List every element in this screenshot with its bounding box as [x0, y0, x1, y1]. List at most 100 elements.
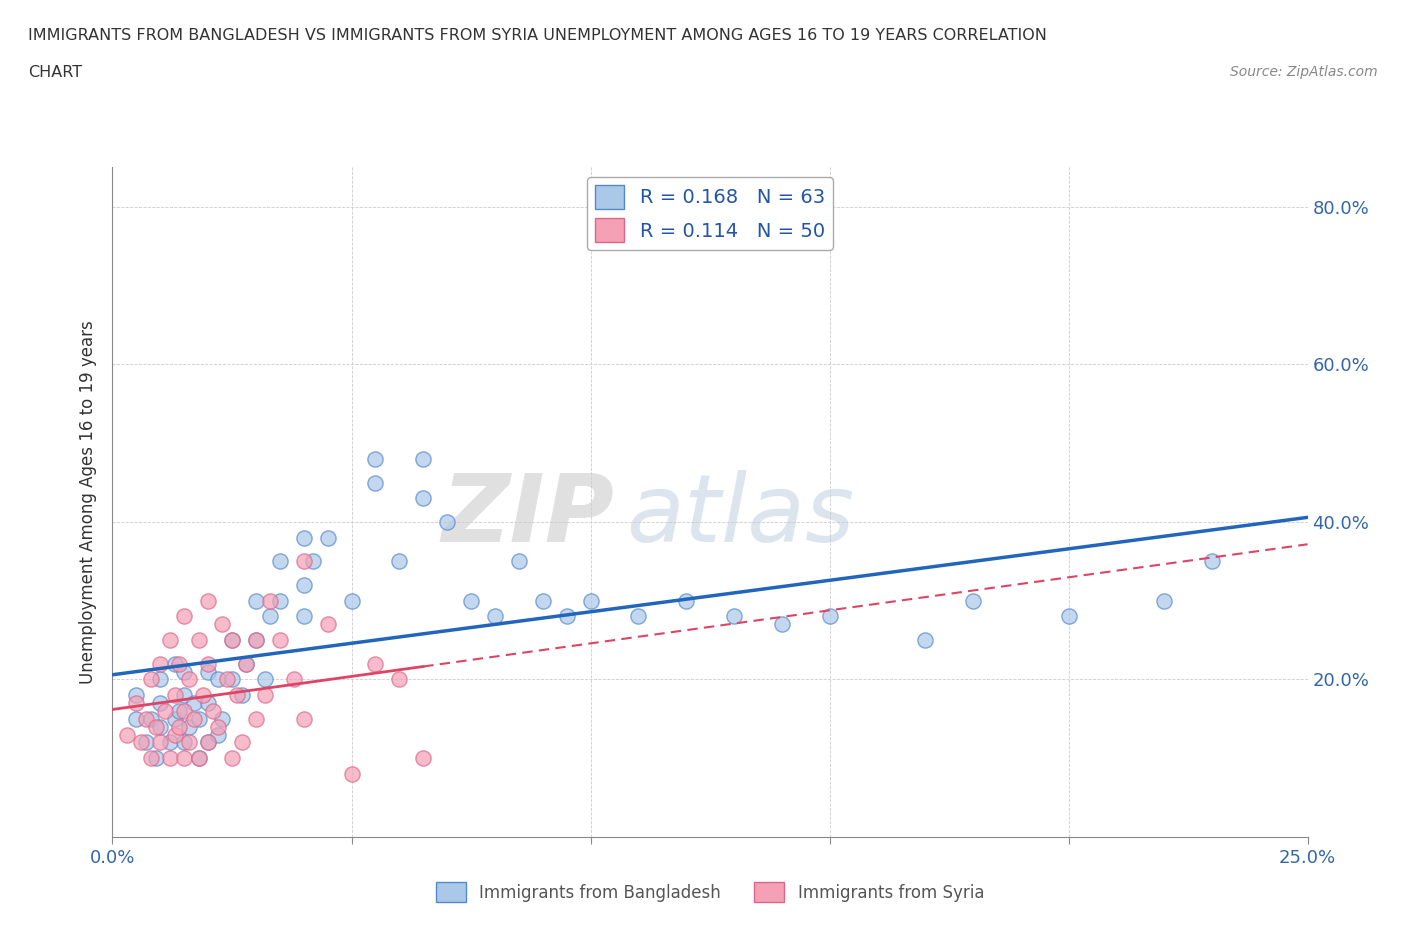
Point [460, 593, 482, 608]
Point [245, 632, 267, 647]
Point [187, 711, 209, 726]
Legend: Immigrants from Bangladesh, Immigrants from Syria: Immigrants from Bangladesh, Immigrants f… [429, 875, 991, 909]
Point [149, 657, 172, 671]
Point [173, 751, 195, 765]
Point [292, 530, 315, 545]
Point [245, 593, 267, 608]
Point [139, 751, 162, 765]
Point [149, 719, 172, 734]
Point [125, 711, 148, 726]
Point [269, 554, 291, 569]
Y-axis label: Unemployment Among Ages 16 to 19 years: Unemployment Among Ages 16 to 19 years [79, 320, 97, 684]
Point [364, 451, 387, 466]
Point [149, 696, 172, 711]
Point [135, 711, 157, 726]
Point [163, 657, 186, 671]
Point [675, 593, 697, 608]
Point [135, 735, 157, 750]
Point [197, 735, 219, 750]
Point [627, 609, 650, 624]
Point [163, 688, 186, 703]
Point [254, 688, 277, 703]
Point [302, 554, 325, 569]
Point [207, 672, 229, 687]
Point [221, 672, 243, 687]
Point [125, 688, 148, 703]
Point [259, 609, 281, 624]
Point [201, 703, 224, 718]
Point [129, 735, 152, 750]
Point [723, 609, 745, 624]
Point [173, 609, 195, 624]
Point [149, 735, 172, 750]
Point [211, 711, 233, 726]
Point [221, 751, 243, 765]
Point [412, 451, 434, 466]
Point [173, 735, 195, 750]
Point [145, 751, 167, 765]
Point [163, 711, 186, 726]
Point [292, 578, 315, 592]
Point [187, 751, 209, 765]
Point [914, 632, 936, 647]
Point [962, 593, 984, 608]
Point [1057, 609, 1080, 624]
Point [484, 609, 506, 624]
Point [340, 593, 363, 608]
Point [245, 632, 267, 647]
Text: CHART: CHART [28, 65, 82, 80]
Point [221, 632, 243, 647]
Point [531, 593, 554, 608]
Text: IMMIGRANTS FROM BANGLADESH VS IMMIGRANTS FROM SYRIA UNEMPLOYMENT AMONG AGES 16 T: IMMIGRANTS FROM BANGLADESH VS IMMIGRANTS… [28, 28, 1047, 43]
Point [169, 719, 191, 734]
Point [177, 735, 200, 750]
Point [159, 632, 181, 647]
Point [173, 703, 195, 718]
Point [412, 751, 434, 765]
Point [283, 672, 305, 687]
Point [254, 672, 277, 687]
Point [183, 696, 205, 711]
Point [139, 711, 162, 726]
Point [259, 593, 281, 608]
Point [269, 593, 291, 608]
Point [197, 593, 219, 608]
Point [818, 609, 841, 624]
Point [207, 719, 229, 734]
Point [173, 664, 195, 679]
Point [211, 617, 233, 631]
Point [193, 688, 215, 703]
Point [292, 554, 315, 569]
Point [245, 711, 267, 726]
Point [145, 719, 167, 734]
Text: atlas: atlas [626, 470, 855, 561]
Point [169, 703, 191, 718]
Point [115, 727, 138, 742]
Point [508, 554, 530, 569]
Point [139, 672, 162, 687]
Point [231, 735, 253, 750]
Point [412, 491, 434, 506]
Point [555, 609, 578, 624]
Point [269, 632, 291, 647]
Point [217, 672, 239, 687]
Point [364, 475, 387, 490]
Text: Source: ZipAtlas.com: Source: ZipAtlas.com [1230, 65, 1378, 79]
Point [153, 703, 176, 718]
Point [207, 727, 229, 742]
Point [1153, 593, 1175, 608]
Point [225, 688, 247, 703]
Point [1201, 554, 1223, 569]
Point [388, 672, 411, 687]
Point [159, 735, 181, 750]
Point [163, 727, 186, 742]
Point [231, 688, 253, 703]
Point [197, 696, 219, 711]
Point [177, 719, 200, 734]
Point [197, 664, 219, 679]
Point [388, 554, 411, 569]
Point [292, 609, 315, 624]
Point [159, 751, 181, 765]
Point [125, 696, 148, 711]
Point [364, 657, 387, 671]
